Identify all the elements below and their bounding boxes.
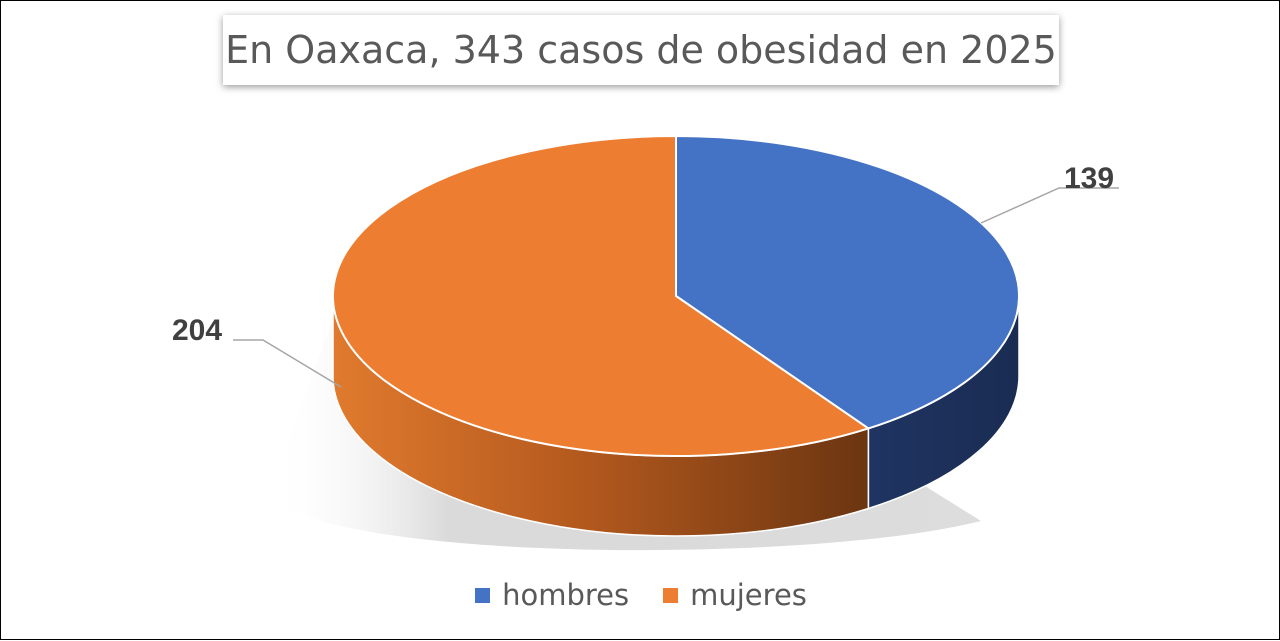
chart-legend: hombres mujeres bbox=[1, 573, 1280, 617]
legend-item-mujeres: mujeres bbox=[663, 578, 807, 612]
data-label-mujeres: 204 bbox=[172, 314, 222, 347]
legend-swatch-hombres bbox=[475, 587, 491, 603]
chart-title-box: En Oaxaca, 343 casos de obesidad en 2025 bbox=[223, 15, 1059, 85]
data-label-hombres: 139 bbox=[1064, 162, 1114, 195]
pie-slice-hombres bbox=[675, 134, 1020, 430]
legend-swatch-mujeres bbox=[663, 587, 679, 603]
pie-slice-mujeres bbox=[332, 134, 871, 457]
chart-title: En Oaxaca, 343 casos de obesidad en 2025 bbox=[225, 28, 1057, 72]
legend-item-hombres: hombres bbox=[475, 578, 629, 612]
leader-line-mujeres bbox=[233, 339, 342, 388]
legend-label-mujeres: mujeres bbox=[690, 578, 807, 612]
legend-label-hombres: hombres bbox=[502, 578, 630, 612]
leader-line-hombres bbox=[980, 187, 1119, 224]
